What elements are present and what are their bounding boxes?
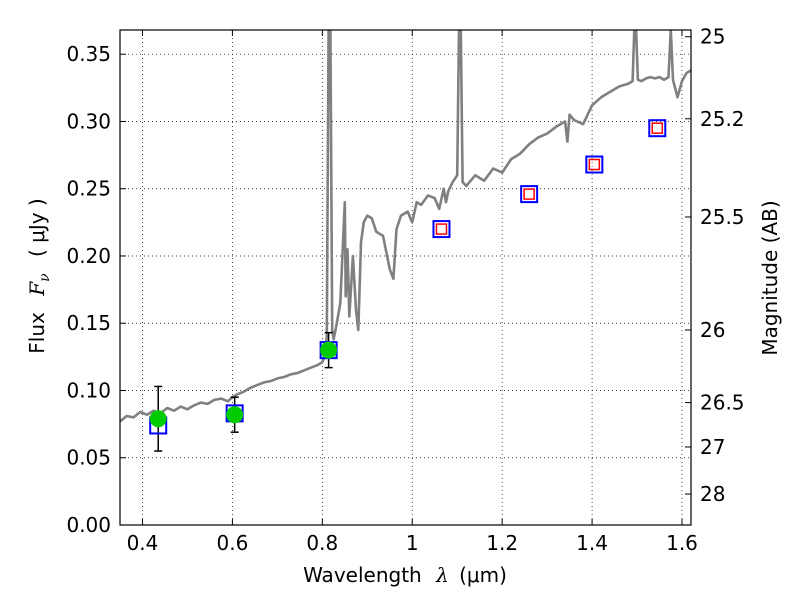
model-photometry-point — [585, 155, 604, 174]
x-axis-title: Wavelength λ (μm) — [303, 563, 507, 587]
y2-axis-title: Magnitude (AB) — [758, 200, 782, 355]
predicted-point — [435, 223, 448, 235]
observed-point — [149, 410, 167, 428]
y-tick-label: 0.05 — [66, 446, 111, 470]
tick-marks — [120, 30, 691, 526]
x-tick-label: 0.4 — [127, 531, 159, 555]
y-tick-label: 0.30 — [66, 109, 111, 133]
tick-labels: 0.4 0.6 0.8 1 1.2 1.4 1.6 0.00 0.05 0.10 0.15 0.20 0… — [66, 25, 744, 555]
y2-tick-label: 25.2 — [700, 107, 745, 131]
model-photometry-point — [432, 220, 451, 239]
markers-layer — [149, 119, 667, 452]
x-tick-label: 1.6 — [666, 531, 698, 555]
y2-tick-label: 28 — [700, 482, 725, 506]
predicted-point — [651, 122, 664, 134]
y2-tick-label: 26 — [700, 318, 725, 342]
series-layer — [120, 30, 691, 423]
predicted-point — [523, 188, 535, 200]
observed-point — [226, 406, 244, 424]
plot-frame — [119, 29, 692, 526]
y-tick-label: 0.25 — [66, 177, 111, 201]
predicted-point — [588, 158, 601, 171]
x-tick-label: 1 — [406, 531, 419, 555]
x-tick-label: 1.2 — [486, 531, 518, 555]
x-tick-label: 0.6 — [216, 531, 248, 555]
model-photometry-point — [520, 185, 539, 204]
y-axis-title: Flux Fν ( μJy ) — [25, 198, 54, 353]
observed-point — [320, 341, 338, 359]
y-tick-label: 0.20 — [66, 244, 111, 268]
y-tick-label: 0.10 — [66, 378, 111, 402]
y2-tick-label: 27 — [700, 435, 725, 459]
grid-lines — [120, 30, 691, 526]
y-tick-label: 0.15 — [66, 311, 111, 335]
x-tick-label: 1.4 — [576, 531, 608, 555]
sed-model-line — [120, 30, 691, 423]
y2-tick-label: 26.5 — [700, 391, 745, 415]
y-tick-label: 0.35 — [66, 42, 111, 66]
plot-background — [120, 30, 691, 525]
y-tick-label: 0.00 — [66, 513, 111, 537]
y2-tick-label: 25 — [700, 25, 725, 49]
x-tick-label: 0.8 — [306, 531, 338, 555]
model-photometry-point — [648, 119, 667, 138]
y2-tick-label: 25.5 — [700, 205, 745, 229]
